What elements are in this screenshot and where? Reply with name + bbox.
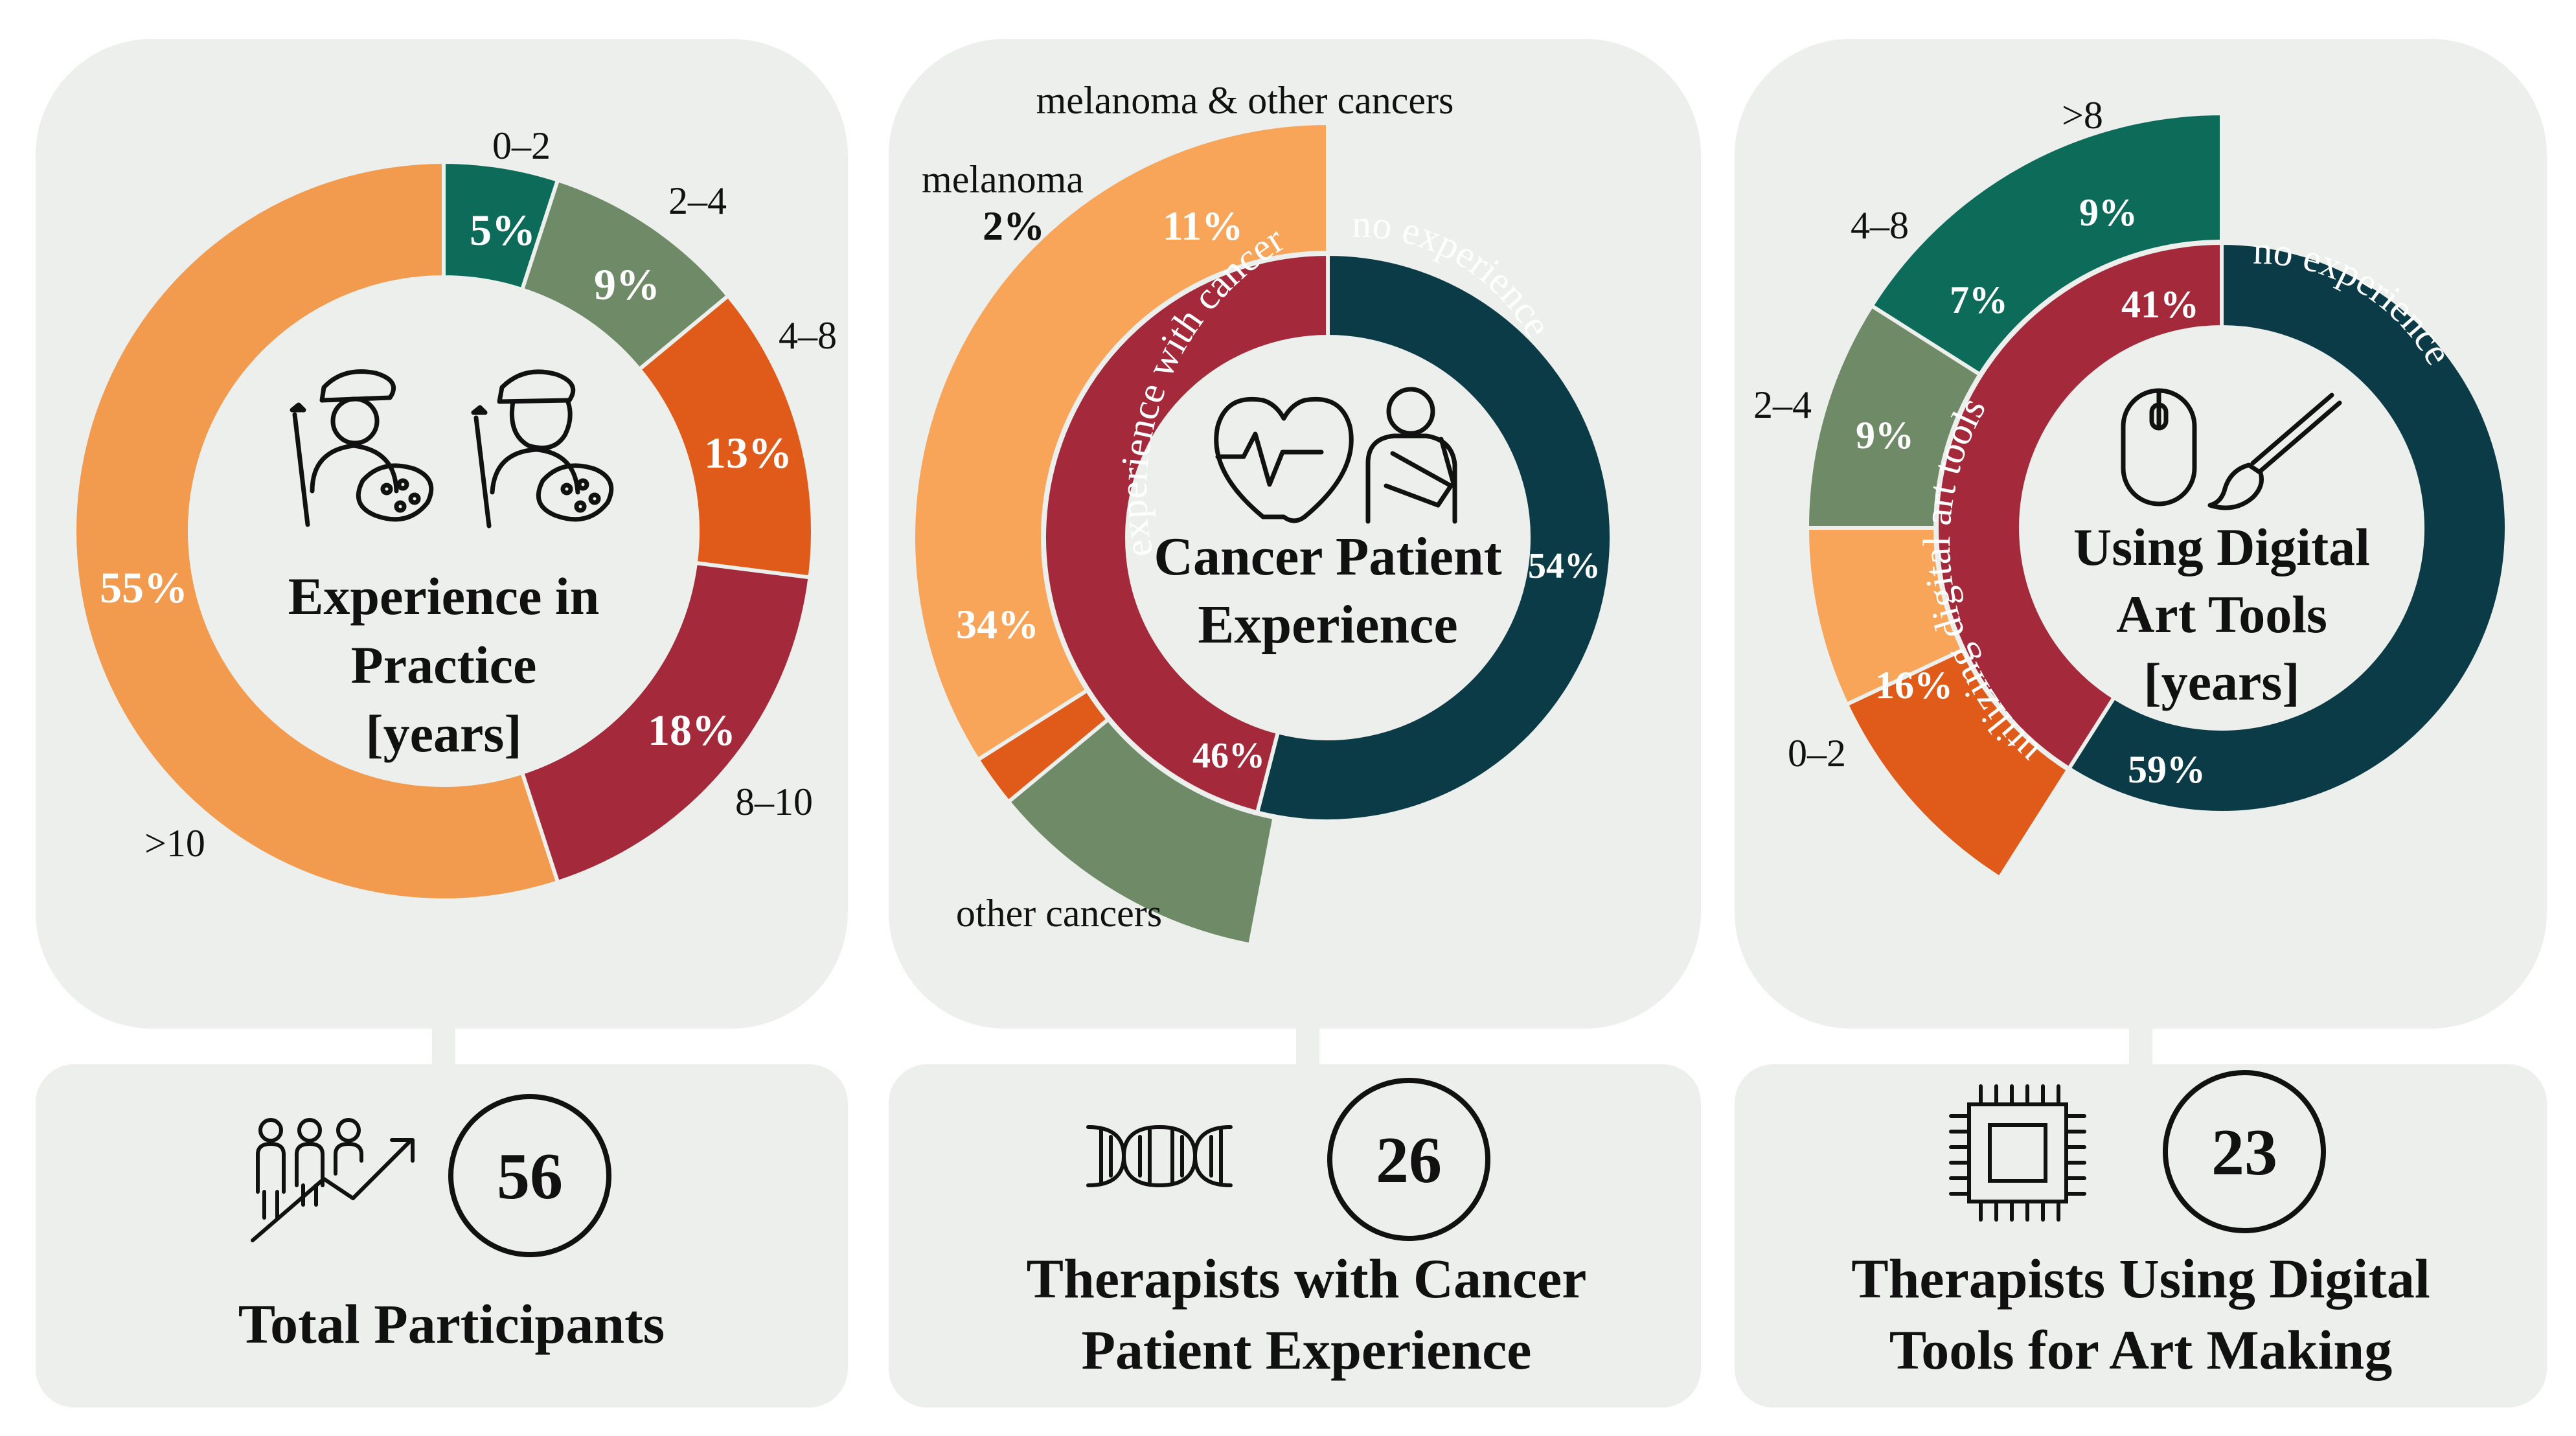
- people-growth-icon: [251, 1118, 415, 1242]
- digital-center-icons: [2121, 388, 2342, 510]
- experience-donut: [73, 159, 815, 902]
- chart1-value-label: 18%: [648, 705, 736, 755]
- stat-value: 23: [2211, 1116, 2277, 1189]
- stat-label-line: Therapists Using Digital: [1851, 1248, 2430, 1310]
- cancer-inner-ring: [1042, 251, 1613, 823]
- stat-panel-participants: [36, 1064, 848, 1408]
- connector: [1296, 1023, 1319, 1069]
- chart1-category-label: 0–2: [492, 124, 551, 167]
- chart1-category-label: 2–4: [668, 179, 727, 222]
- chart3-value-label: 9%: [1856, 414, 1914, 457]
- chart3-category-label: 0–2: [1788, 732, 1846, 775]
- stat-label-line: Tools for Art Making: [1889, 1319, 2392, 1381]
- stat-panel-cancer: [889, 1064, 1701, 1408]
- chart3-value-label: 59%: [2128, 748, 2206, 791]
- chart3-category-label: 4–8: [1851, 204, 1909, 247]
- chip-icon: [1949, 1084, 2086, 1222]
- dna-icon: [1086, 1124, 1233, 1188]
- chart1-category-label: 8–10: [735, 781, 813, 823]
- chart2-value-label: 46%: [1192, 736, 1265, 776]
- chart1-title-line-2: Practice: [351, 635, 537, 694]
- stat-label-line: Total Participants: [238, 1293, 665, 1355]
- chart2-title-line-1: Cancer Patient: [1154, 527, 1501, 587]
- injured-patient-icon: [1365, 387, 1457, 524]
- chart2-title-line-2: Experience: [1198, 595, 1457, 655]
- chart2-category-label: melanoma & other cancers: [1036, 79, 1454, 122]
- stat-label-line: Therapists with Cancer: [1027, 1248, 1587, 1310]
- artist-woman-icon: [471, 369, 614, 529]
- chart3-category-label: >8: [2062, 94, 2103, 137]
- chart3-title-line-1: Using Digital: [2073, 518, 2370, 576]
- chart1-value-label: 5%: [470, 205, 536, 255]
- stat-circle: [448, 1094, 611, 1257]
- stat-value: 26: [1376, 1124, 1442, 1197]
- donut-slice: [519, 560, 812, 885]
- inner-ring-slice: [1042, 251, 1330, 815]
- chart3-value-label: 7%: [1950, 279, 2008, 321]
- chart2-value-label: 11%: [1163, 203, 1243, 249]
- connector: [2129, 1023, 2152, 1069]
- stat-value: 56: [497, 1140, 563, 1213]
- chart3-title-line-3: [years]: [2143, 652, 2299, 711]
- chart2-category-label: melanoma: [922, 158, 1084, 201]
- inner-ring-slice: [1255, 251, 1613, 823]
- chart1-value-label: 55%: [100, 563, 188, 612]
- chart3-value-label: 41%: [2121, 283, 2199, 326]
- chart1-title-line-3: [years]: [365, 704, 521, 763]
- digital-inner-ring: [1935, 240, 2509, 815]
- donut-slice: [73, 159, 560, 902]
- inner-ring-slice: [2066, 240, 2509, 815]
- chart1-value-label: 13%: [704, 428, 792, 477]
- chart1-title-line-1: Experience in: [288, 567, 600, 626]
- experience-center-icons: [290, 369, 614, 529]
- chart3-value-label: 16%: [1875, 664, 1953, 707]
- chart2-category-label: other cancers: [956, 892, 1162, 935]
- chart2-value-label: 2%: [983, 203, 1045, 249]
- stat-label-line: Patient Experience: [1082, 1319, 1532, 1381]
- chart2-value-label: 54%: [1528, 546, 1601, 586]
- paintbrush-icon: [2207, 393, 2342, 510]
- chart3-category-label: 2–4: [1753, 383, 1812, 426]
- chart3-value-label: 9%: [2079, 191, 2137, 234]
- chart1-category-label: 4–8: [779, 314, 837, 357]
- stat-circle: [1327, 1078, 1490, 1241]
- computer-mouse-icon: [2121, 388, 2197, 507]
- cancer-center-icons: [1214, 387, 1457, 524]
- chart1-value-label: 9%: [594, 260, 660, 309]
- connector: [432, 1023, 455, 1069]
- chart2-value-label: 34%: [956, 601, 1039, 647]
- inner-ring-slice: [1935, 240, 2224, 771]
- artist-man-icon: [290, 369, 434, 527]
- chart3-title-line-2: Art Tools: [2116, 585, 2327, 644]
- heart-rate-icon: [1214, 396, 1354, 523]
- stat-panel-digital: [1735, 1064, 2547, 1408]
- digital-outer-ring: [1805, 111, 2224, 881]
- chart1-category-label: >10: [144, 822, 205, 865]
- stat-circle: [2163, 1070, 2326, 1233]
